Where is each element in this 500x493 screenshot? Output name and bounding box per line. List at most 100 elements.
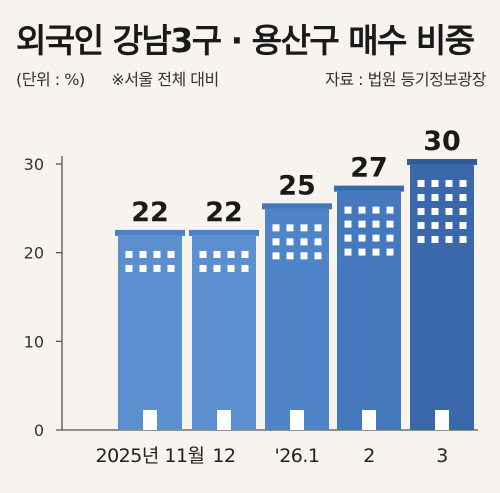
subtitle-left: (단위 : %) ※서울 전체 대비 (16, 66, 241, 90)
window (139, 264, 147, 272)
bar-group: 22 (115, 197, 185, 430)
window (314, 238, 322, 246)
bar-door (290, 410, 304, 430)
window (167, 264, 175, 272)
bar-door (217, 410, 231, 430)
window (417, 194, 425, 201)
x-tick-label: 2 (363, 445, 375, 467)
window (344, 220, 352, 228)
bar-group: 25 (262, 170, 332, 430)
window (167, 250, 175, 258)
bar-door (143, 410, 157, 430)
window (241, 250, 249, 258)
window (417, 208, 425, 215)
window (386, 248, 394, 256)
window (227, 264, 235, 272)
window (445, 236, 453, 243)
window (372, 234, 380, 242)
window (431, 194, 439, 201)
window (431, 208, 439, 215)
window (199, 250, 207, 258)
window (300, 238, 308, 246)
axis-layer: 0 10 20 30 2025년 11월 12 '26.1 2 3 (24, 155, 478, 467)
bar-value-label: 30 (423, 126, 461, 157)
window (314, 252, 322, 260)
window (286, 224, 294, 232)
window (227, 250, 235, 258)
window (358, 234, 366, 242)
window (344, 234, 352, 242)
window (459, 222, 467, 229)
window (459, 180, 467, 187)
window (431, 180, 439, 187)
window (445, 180, 453, 187)
window (386, 220, 394, 228)
window (358, 248, 366, 256)
x-tick-label: 3 (436, 445, 448, 467)
window (445, 208, 453, 215)
x-tick-label: 2025년 11월 (95, 445, 204, 467)
window (431, 222, 439, 229)
unit-note: (단위 : %) (16, 70, 85, 89)
window (445, 222, 453, 229)
window (125, 264, 133, 272)
window (272, 224, 280, 232)
window (344, 248, 352, 256)
window (272, 252, 280, 260)
bar (118, 234, 182, 430)
window (372, 206, 380, 214)
bar-group: 27 (334, 153, 404, 430)
window (445, 194, 453, 201)
window (358, 220, 366, 228)
window (125, 250, 133, 258)
bar-roof (189, 229, 259, 236)
window (300, 224, 308, 232)
window (199, 264, 207, 272)
window (358, 206, 366, 214)
window (139, 250, 147, 258)
window (386, 234, 394, 242)
window (344, 206, 352, 214)
bar-value-label: 22 (131, 197, 169, 228)
chart-title: 외국인 강남3구 · 용산구 매수 비중 (16, 21, 475, 60)
x-tick-label: '26.1 (274, 445, 319, 467)
y-tick-label: 0 (34, 421, 44, 440)
window (372, 220, 380, 228)
y-tick-label: 30 (24, 155, 44, 174)
window (153, 264, 161, 272)
y-tick-label: 10 (24, 332, 44, 351)
window (213, 264, 221, 272)
bar-roof (407, 159, 477, 165)
bar (337, 190, 401, 430)
x-tick-label: 12 (212, 445, 235, 467)
window (417, 180, 425, 187)
window (417, 236, 425, 243)
window (314, 224, 322, 232)
bar-door (435, 410, 449, 430)
bar-door (362, 410, 376, 430)
bar-group: 22 (189, 197, 259, 430)
bar-roof (334, 185, 404, 192)
window (459, 194, 467, 201)
window (286, 238, 294, 246)
window (431, 236, 439, 243)
source-note: 자료 : 법원 등기정보광장 (325, 70, 486, 89)
window (272, 238, 280, 246)
window (286, 252, 294, 260)
window (459, 208, 467, 215)
window (417, 222, 425, 229)
bars-layer: 22 22 25 27 30 (115, 126, 477, 430)
bar-roof (262, 203, 332, 210)
window (386, 206, 394, 214)
window (153, 250, 161, 258)
bar-value-label: 22 (205, 197, 243, 228)
window (372, 248, 380, 256)
bar (410, 164, 474, 430)
y-tick-label: 20 (24, 244, 44, 263)
window (241, 264, 249, 272)
bar-roof (115, 229, 185, 236)
bar-group: 30 (407, 126, 477, 430)
bar (192, 234, 256, 430)
bar-value-label: 25 (278, 170, 316, 201)
